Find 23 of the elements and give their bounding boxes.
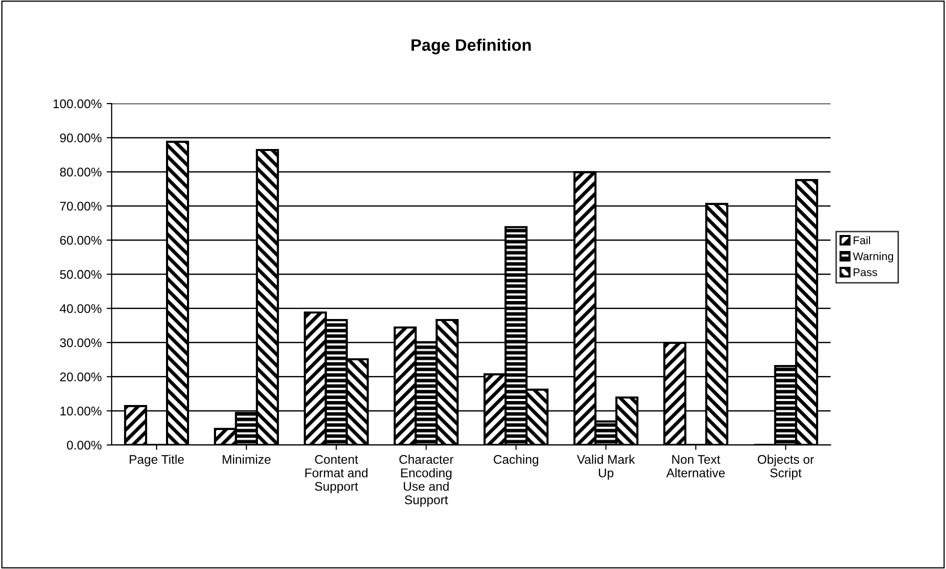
y-tick-label: 30.00% — [60, 338, 102, 348]
y-tick-label: 20.00% — [60, 372, 102, 382]
x-tick-label: Non Text Alternative — [666, 455, 725, 478]
x-tick-label: Character Encoding Use and Support — [399, 454, 454, 507]
legend-label: Fail — [854, 236, 870, 244]
legend-label: Warning — [852, 252, 894, 262]
y-tick-label: 50.00% — [60, 270, 102, 279]
x-tick-label: Page Title — [130, 454, 184, 466]
y-tick-label: 40.00% — [60, 304, 102, 314]
x-tick-label: Minimize — [222, 454, 271, 464]
x-tick-label: Objects or Script — [758, 454, 814, 480]
y-tick-label: 80.00% — [60, 168, 102, 176]
y-tick-label: 0.00% — [66, 440, 102, 450]
y-tick-label: 90.00% — [60, 134, 102, 142]
y-tick-label: 100.00% — [54, 99, 102, 108]
y-tick-label: 10.00% — [60, 406, 102, 416]
y-tick-label: 60.00% — [60, 236, 102, 245]
x-tick-label: Content Format and Support — [305, 455, 368, 494]
y-tick-label: 70.00% — [60, 202, 102, 211]
x-tick-label: Valid Mark Up — [576, 454, 635, 480]
legend-label: Pass — [854, 268, 878, 276]
chart-title: Page Definition — [412, 38, 531, 54]
x-tick-label: Caching — [494, 454, 538, 466]
